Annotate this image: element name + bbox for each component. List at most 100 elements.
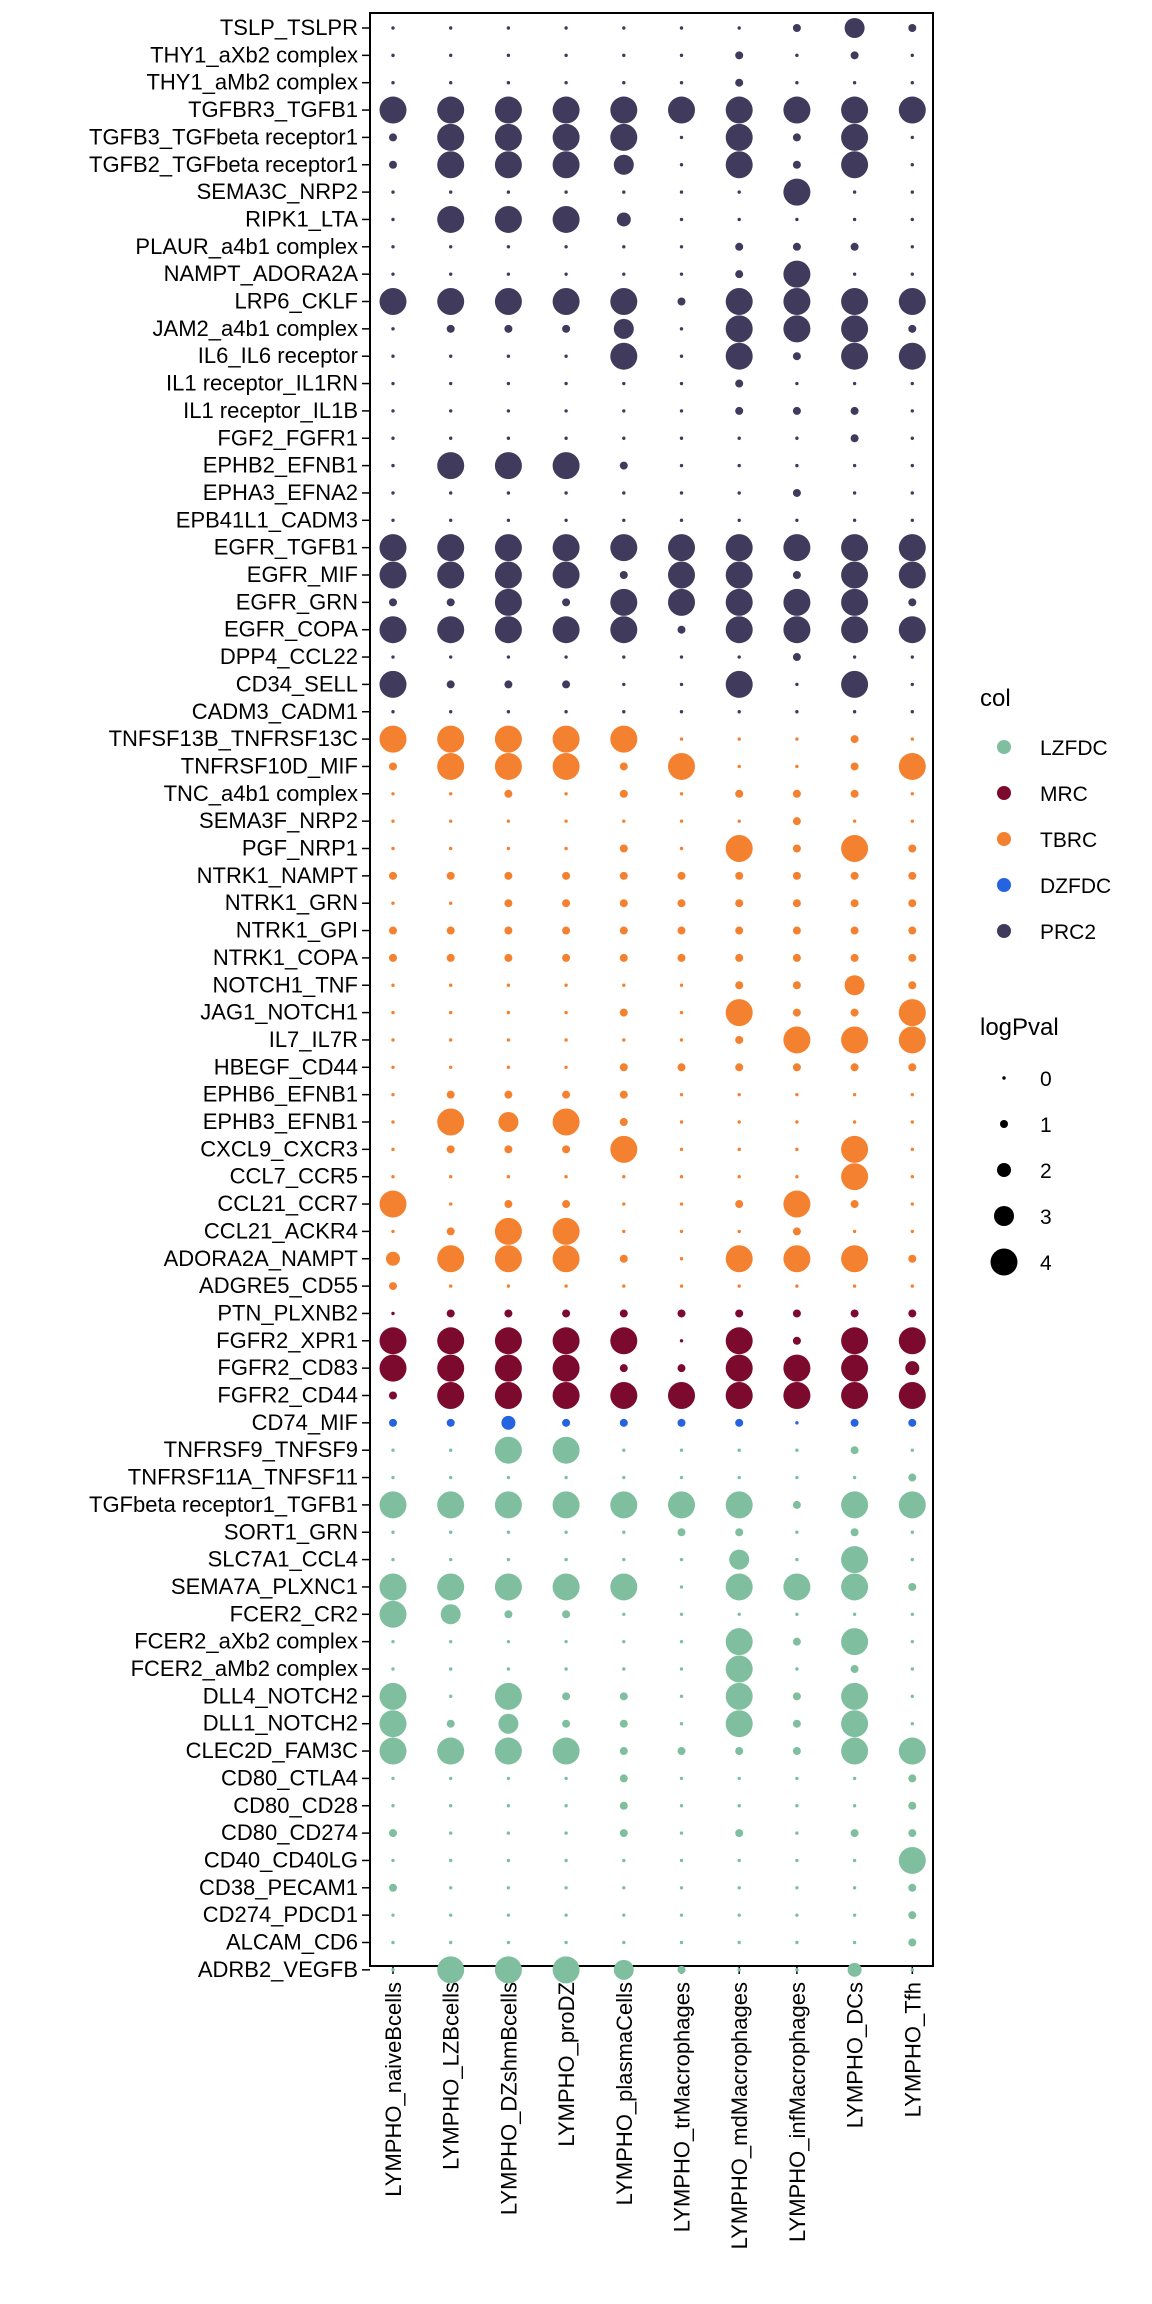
dot-point xyxy=(850,1829,859,1838)
dot-point xyxy=(449,1639,453,1644)
dot-point xyxy=(391,1776,395,1781)
dot-point xyxy=(437,96,465,124)
dot-point xyxy=(504,789,513,798)
dot-point xyxy=(792,1719,801,1728)
dot-point xyxy=(391,518,395,522)
dot-point xyxy=(679,354,684,358)
legends: col LZFDC MRC TBRC DZFDC PRC2 logPval 0 1 2 3 4 xyxy=(980,685,1111,1276)
dot-point xyxy=(619,789,628,798)
dot-point xyxy=(391,354,395,358)
dot-point xyxy=(792,571,801,579)
dot-point xyxy=(391,1475,395,1480)
column-label: LYMPHO_Tfh xyxy=(900,1982,925,2117)
dot-point xyxy=(725,1655,753,1683)
dot-point xyxy=(389,1883,397,1892)
row-label: PLAUR_a4b1 complex xyxy=(135,234,358,259)
dot-point xyxy=(379,1491,407,1519)
dot-point xyxy=(795,518,799,522)
dot-point xyxy=(677,1364,686,1373)
dot-point xyxy=(564,1831,568,1835)
row-label: NTRK1_GPI xyxy=(236,918,358,943)
dot-point xyxy=(449,1804,453,1808)
dot-point xyxy=(679,436,684,440)
row-label: FGFR2_CD44 xyxy=(217,1383,358,1408)
dot-point xyxy=(679,1475,684,1480)
dot-point xyxy=(668,1382,695,1409)
dot-point xyxy=(504,1610,513,1619)
dot-point xyxy=(841,670,869,698)
dot-point xyxy=(844,18,865,38)
dot-point xyxy=(841,342,869,370)
dot-point xyxy=(841,616,869,644)
dot-point xyxy=(391,819,395,823)
dot-point xyxy=(506,1065,511,1070)
dot-point xyxy=(506,1557,511,1562)
dot-point xyxy=(795,53,799,58)
dot-point xyxy=(679,1639,684,1644)
dot-point xyxy=(494,1737,522,1765)
dot-point xyxy=(677,953,686,962)
dot-point xyxy=(622,1913,626,1917)
row-label: NTRK1_NAMPT xyxy=(197,863,358,888)
dot-point xyxy=(783,616,811,644)
row-label: TNFRSF9_TNFSF9 xyxy=(164,1437,358,1462)
dot-point xyxy=(564,53,568,58)
dot-point xyxy=(504,1200,513,1209)
column-label: LYMPHO_infMacrophages xyxy=(785,1982,810,2242)
dot-point xyxy=(449,792,453,796)
dot-point xyxy=(562,871,571,880)
dot-point xyxy=(795,1557,799,1562)
dot-point xyxy=(679,409,684,413)
dot-point xyxy=(389,871,397,880)
dot-point xyxy=(564,1557,568,1562)
dot-point xyxy=(449,1557,453,1562)
dot-point xyxy=(446,1090,455,1099)
dot-point xyxy=(852,1284,857,1288)
dot-point xyxy=(795,1804,799,1808)
dot-point xyxy=(898,561,926,589)
dot-point xyxy=(552,1573,580,1601)
dot-point xyxy=(737,518,741,522)
dot-point xyxy=(679,26,684,30)
dot-point xyxy=(725,999,753,1027)
row-label: FCER2_CR2 xyxy=(230,1601,358,1626)
dot-point xyxy=(852,819,857,823)
dot-point xyxy=(792,817,801,826)
dot-point xyxy=(449,1448,453,1452)
dot-point xyxy=(783,96,811,124)
dot-point xyxy=(737,1858,741,1863)
dot-point xyxy=(795,682,799,687)
dot-point xyxy=(619,1008,628,1017)
dot-point xyxy=(391,436,395,440)
dot-point xyxy=(795,1886,799,1890)
dot-point xyxy=(737,655,741,659)
dot-point xyxy=(792,844,801,853)
row-label: IL1 receptor_IL1B xyxy=(183,398,358,423)
dot-point xyxy=(446,680,455,689)
dot-point xyxy=(449,846,453,851)
dot-point xyxy=(622,491,626,495)
dot-point xyxy=(391,217,395,222)
dot-point xyxy=(795,1175,799,1179)
dot-point xyxy=(391,983,395,987)
dot-point xyxy=(847,1962,862,1977)
dot-point xyxy=(622,1475,626,1480)
dot-point xyxy=(552,452,580,480)
row-label: FGFR2_CD83 xyxy=(217,1355,358,1380)
dot-point xyxy=(622,1530,626,1534)
dot-point xyxy=(852,272,857,276)
row-label: ADORA2A_NAMPT xyxy=(164,1246,358,1271)
dot-point xyxy=(494,1436,522,1464)
dot-point xyxy=(737,1175,741,1179)
dot-point xyxy=(844,975,865,996)
dot-point xyxy=(619,1774,628,1783)
dot-point xyxy=(850,1309,859,1318)
dot-point xyxy=(494,1327,522,1355)
dot-point xyxy=(795,1776,799,1781)
dot-point xyxy=(737,1913,741,1917)
row-label: TSLP_TSLPR xyxy=(220,15,358,40)
dot-point xyxy=(391,1530,395,1534)
dot-point xyxy=(504,899,513,908)
column-label: LYMPHO_DCs xyxy=(843,1982,868,2128)
dot-point xyxy=(619,844,628,853)
